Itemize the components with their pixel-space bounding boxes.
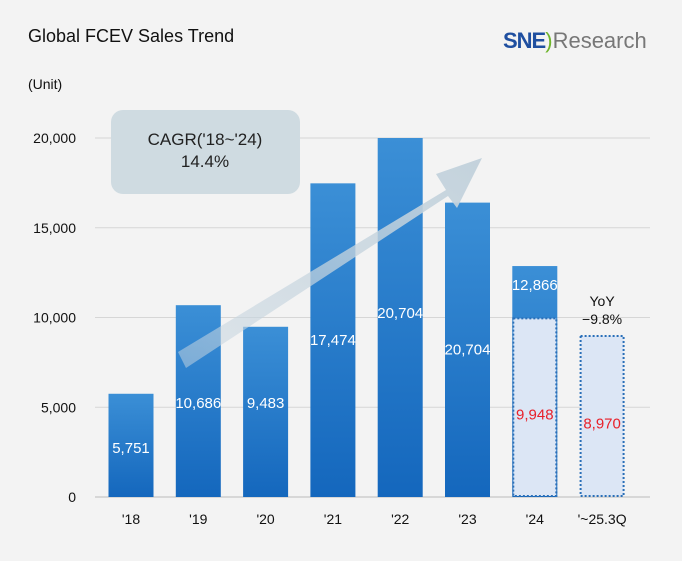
cagr-value: 14.4% xyxy=(181,152,229,171)
data-label: 17,474 xyxy=(310,332,356,349)
cagr-box xyxy=(111,110,300,194)
cagr-label: CAGR('18~'24) xyxy=(148,130,263,149)
y-tick-label: 15,000 xyxy=(33,220,76,236)
data-label: 9,483 xyxy=(247,395,285,412)
overlay-data-label: 9,948 xyxy=(516,407,554,424)
data-label: 20,704 xyxy=(377,305,423,322)
yoy-value: −9.8% xyxy=(582,311,622,327)
x-tick-label: '20 xyxy=(256,511,274,527)
y-axis-unit: (Unit) xyxy=(28,76,63,92)
x-tick-label: '24 xyxy=(526,511,544,527)
x-tick-label: '18 xyxy=(122,511,140,527)
x-tick-label: '~25.3Q xyxy=(578,511,627,527)
sne-research-logo: SNE)Research xyxy=(503,28,647,53)
x-tick-label: '19 xyxy=(189,511,207,527)
data-label: 5,751 xyxy=(112,440,150,457)
bar xyxy=(108,393,154,497)
y-tick-label: 0 xyxy=(68,489,76,505)
overlay-data-label: 8,970 xyxy=(583,415,621,432)
bar xyxy=(445,202,490,497)
cagr-arrow xyxy=(178,158,482,368)
bar xyxy=(310,183,356,497)
x-tick-label: '22 xyxy=(391,511,409,527)
data-label: 10,686 xyxy=(175,395,221,412)
bar xyxy=(243,326,289,497)
y-tick-label: 10,000 xyxy=(33,310,76,326)
data-label: 20,704 xyxy=(445,342,491,359)
yoy-label: YoY xyxy=(590,293,616,309)
overlay-bar xyxy=(579,334,625,497)
x-tick-label: '23 xyxy=(458,511,476,527)
data-label: 12,866 xyxy=(512,277,558,294)
bar xyxy=(377,138,423,497)
y-tick-label: 5,000 xyxy=(41,399,76,415)
overlay-bar xyxy=(512,317,558,498)
chart-title: Global FCEV Sales Trend xyxy=(28,26,235,46)
y-tick-label: 20,000 xyxy=(33,130,76,146)
x-tick-label: '21 xyxy=(324,511,342,527)
